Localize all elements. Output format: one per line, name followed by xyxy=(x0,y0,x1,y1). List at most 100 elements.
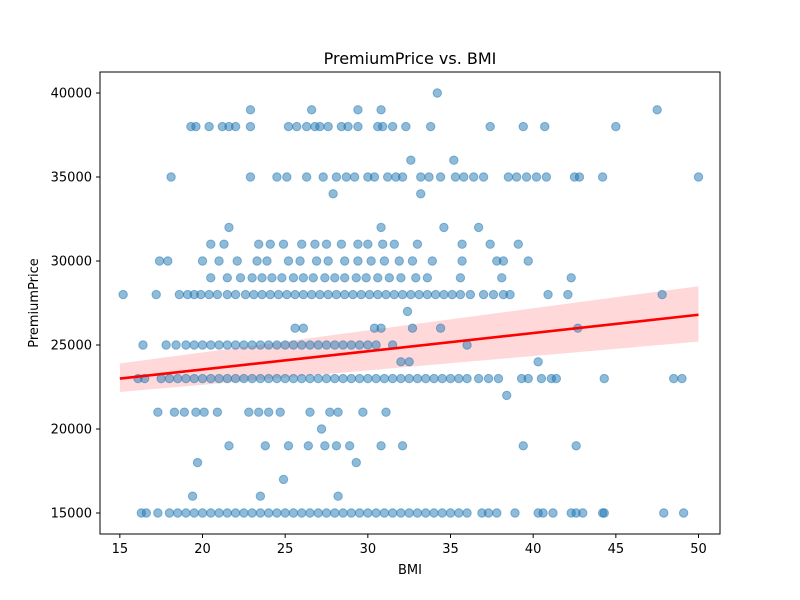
data-point xyxy=(531,172,542,182)
data-point xyxy=(361,273,371,283)
data-point xyxy=(485,121,495,132)
data-point xyxy=(199,407,209,417)
data-point xyxy=(354,373,365,384)
data-point xyxy=(429,373,439,384)
data-point xyxy=(421,508,431,518)
data-point xyxy=(376,222,386,233)
data-point xyxy=(339,256,350,266)
x-tick-label: 25 xyxy=(277,542,294,557)
data-point xyxy=(197,508,208,518)
data-point xyxy=(153,407,163,417)
data-point xyxy=(257,289,267,300)
data-point xyxy=(669,373,679,384)
points-layer xyxy=(118,88,704,518)
data-point xyxy=(404,508,414,518)
data-point xyxy=(267,273,277,283)
data-point xyxy=(483,508,494,518)
data-point xyxy=(321,340,332,350)
data-point xyxy=(457,239,467,249)
data-point xyxy=(445,373,456,384)
x-tick-label: 45 xyxy=(608,542,625,557)
data-point xyxy=(366,256,376,266)
data-point xyxy=(492,508,502,518)
data-point xyxy=(283,441,294,451)
data-point xyxy=(536,373,547,384)
data-point xyxy=(523,373,533,384)
data-point xyxy=(255,373,266,384)
data-point xyxy=(465,289,476,300)
data-point xyxy=(196,289,206,300)
data-point xyxy=(478,172,489,182)
data-point xyxy=(478,289,489,300)
data-point xyxy=(321,508,332,518)
data-point xyxy=(538,508,548,518)
data-point xyxy=(414,289,424,300)
data-point xyxy=(485,239,495,249)
data-point xyxy=(449,155,459,165)
data-point xyxy=(363,508,373,518)
data-point xyxy=(331,441,342,451)
data-point xyxy=(240,289,251,300)
data-point xyxy=(239,508,249,518)
data-point xyxy=(396,273,406,283)
data-point xyxy=(320,273,330,283)
data-point xyxy=(376,323,386,333)
data-point xyxy=(204,289,214,300)
data-point xyxy=(197,373,208,384)
data-point xyxy=(197,340,208,350)
data-point xyxy=(412,239,423,249)
data-point xyxy=(437,373,447,384)
data-point xyxy=(272,172,282,182)
data-point xyxy=(232,256,242,266)
data-point xyxy=(330,273,340,283)
data-point xyxy=(338,340,348,350)
data-point xyxy=(652,105,662,115)
data-point xyxy=(323,121,333,132)
data-point xyxy=(488,289,499,300)
data-point xyxy=(255,508,266,518)
data-point xyxy=(518,441,528,451)
data-point xyxy=(462,508,472,518)
data-point xyxy=(369,172,380,182)
data-point xyxy=(295,256,305,266)
data-point xyxy=(611,121,621,132)
data-point xyxy=(275,407,285,417)
data-point xyxy=(288,373,299,384)
data-point xyxy=(313,340,323,350)
data-point xyxy=(435,323,446,333)
data-point xyxy=(230,121,241,132)
data-point xyxy=(371,340,381,350)
data-point xyxy=(290,323,300,333)
data-point xyxy=(346,373,357,384)
data-point xyxy=(353,256,363,266)
data-point xyxy=(222,289,233,300)
data-point xyxy=(297,340,307,350)
data-point xyxy=(678,508,689,518)
data-point xyxy=(455,273,466,283)
data-point xyxy=(323,289,333,300)
data-point xyxy=(313,373,323,384)
data-point xyxy=(318,172,328,182)
data-point xyxy=(171,340,181,350)
data-point xyxy=(505,289,515,300)
data-point xyxy=(432,88,442,98)
data-point xyxy=(297,508,307,518)
data-point xyxy=(310,239,320,249)
data-point xyxy=(330,373,340,384)
data-point xyxy=(325,407,335,417)
data-point xyxy=(118,289,128,300)
data-point xyxy=(373,273,383,283)
data-point xyxy=(574,172,585,182)
data-point xyxy=(191,407,201,417)
data-point xyxy=(212,407,223,417)
data-point xyxy=(189,508,199,518)
data-point xyxy=(280,340,290,350)
data-point xyxy=(657,289,667,300)
data-point xyxy=(311,256,322,266)
data-point xyxy=(376,441,386,451)
data-point xyxy=(277,273,287,283)
data-point xyxy=(430,289,441,300)
data-point xyxy=(301,121,312,132)
